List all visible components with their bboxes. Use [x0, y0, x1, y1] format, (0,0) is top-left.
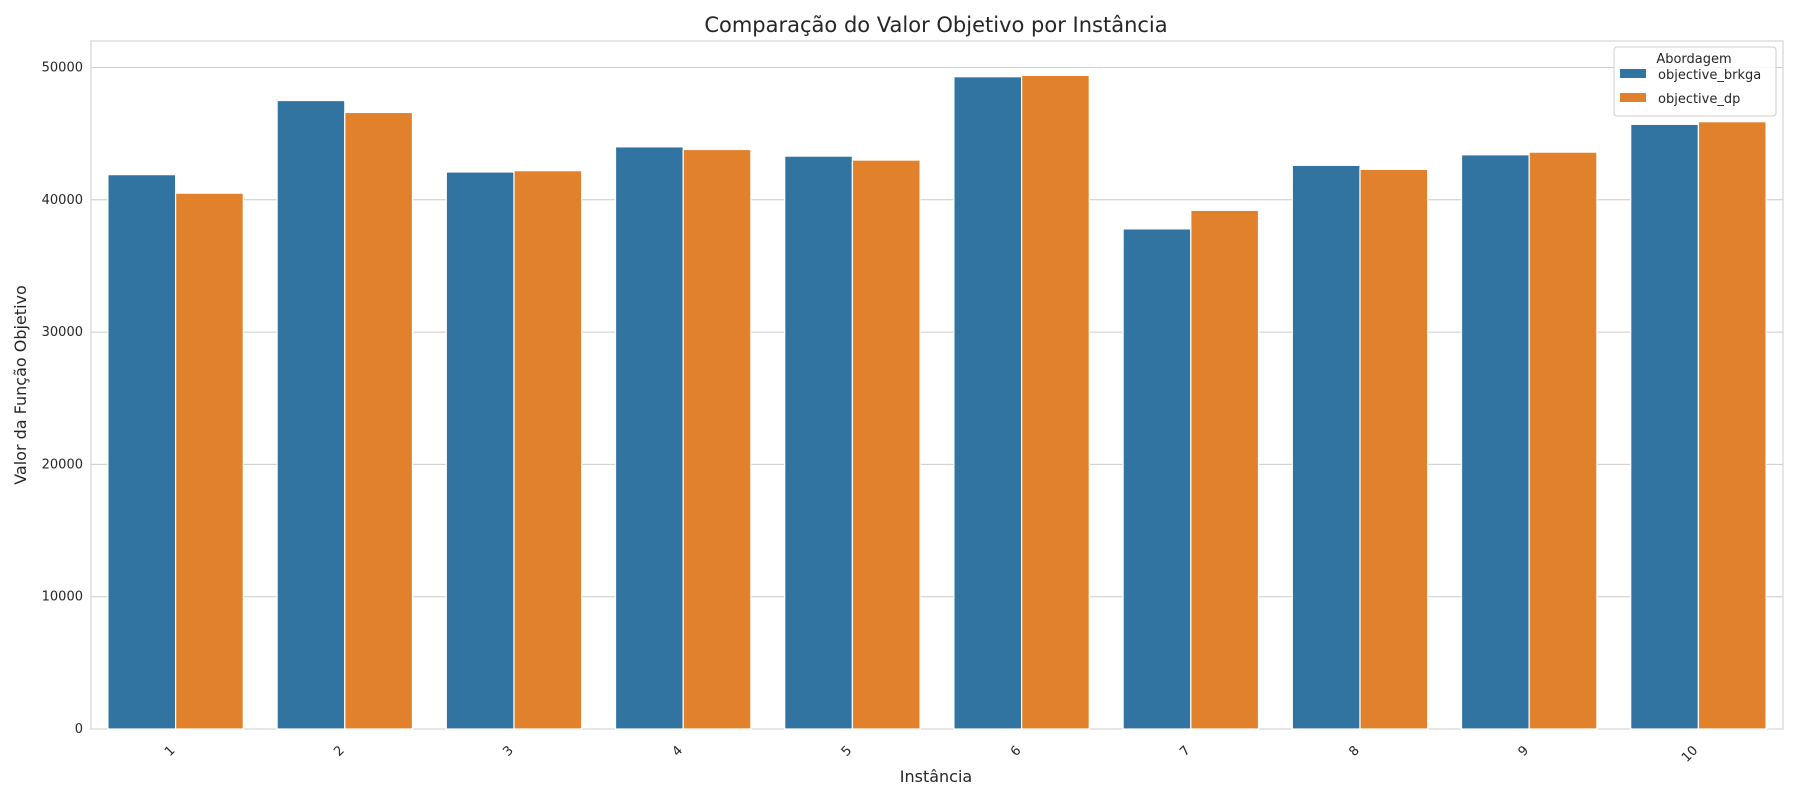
bar [1359, 168, 1429, 730]
x-axis-label: Instância [900, 767, 972, 786]
bar [344, 111, 414, 730]
legend: Abordagem objective_brkga objective_dp [1613, 46, 1777, 117]
bar [276, 99, 346, 730]
y-tick-label: 40000 [42, 193, 83, 208]
x-tick-label: 8 [1346, 743, 1362, 759]
bar [614, 146, 684, 730]
x-tick-label: 7 [1177, 743, 1193, 759]
bar [1190, 209, 1260, 730]
plot-area [90, 40, 1784, 730]
bar [1697, 121, 1767, 730]
x-tick-label: 9 [1516, 743, 1532, 759]
y-tick-label: 20000 [42, 457, 83, 472]
x-tick-label: 10 [1679, 743, 1701, 765]
bar [1291, 164, 1361, 730]
y-axis-ticks: 0 10000 20000 30000 40000 50000 [42, 60, 83, 737]
legend-box [1613, 46, 1777, 117]
bar [851, 159, 921, 730]
x-tick-label: 6 [1008, 743, 1024, 759]
x-tick-label: 4 [670, 743, 686, 759]
legend-swatch [1620, 93, 1646, 102]
legend-items: objective_brkga objective_dp [1620, 68, 1761, 107]
bars [107, 74, 1767, 730]
y-tick-label: 50000 [42, 60, 83, 75]
chart-title: Comparação do Valor Objetivo por Instânc… [704, 13, 1167, 37]
legend-swatch [1620, 69, 1646, 78]
bar [953, 76, 1023, 730]
x-tick-label: 1 [162, 743, 178, 759]
y-tick-label: 0 [75, 722, 83, 737]
x-tick-label: 3 [500, 743, 516, 759]
bar [1122, 228, 1192, 730]
y-tick-label: 30000 [42, 325, 83, 340]
bar [107, 174, 177, 730]
bar [1460, 154, 1530, 730]
y-tick-label: 10000 [42, 590, 83, 605]
bar [784, 155, 853, 730]
bar [1020, 74, 1090, 730]
legend-label: objective_dp [1658, 92, 1740, 107]
y-axis-label: Valor da Função Objetivo [11, 285, 30, 485]
bar [175, 192, 244, 730]
x-tick-label: 2 [331, 743, 347, 759]
x-tick-label: 5 [839, 743, 855, 759]
bar [682, 148, 752, 730]
bar [1528, 151, 1598, 730]
x-axis-ticks: 1 2 3 4 5 6 7 8 9 10 [162, 743, 1701, 765]
legend-title: Abordagem [1656, 52, 1731, 67]
legend-label: objective_brkga [1658, 68, 1761, 83]
bar [513, 170, 583, 730]
bar [1630, 123, 1699, 730]
bar [445, 171, 515, 730]
